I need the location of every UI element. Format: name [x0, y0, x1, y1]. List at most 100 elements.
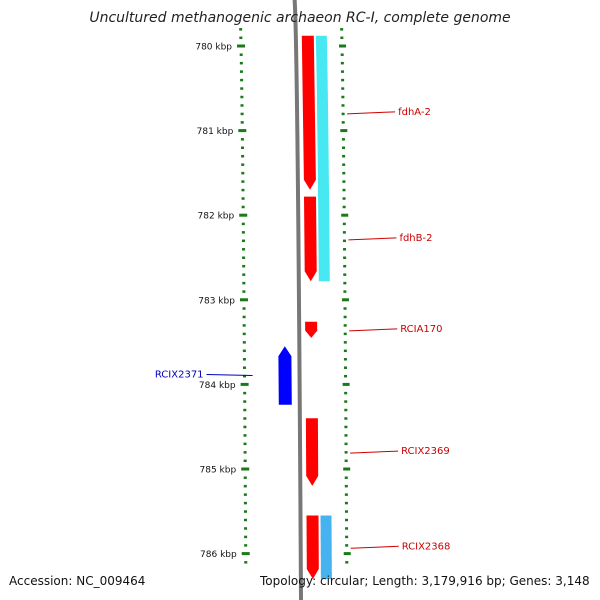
minor-tick [343, 349, 347, 353]
feature-layer [315, 35, 332, 579]
minor-tick [244, 544, 248, 547]
minor-tick [342, 146, 346, 150]
minor-tick [343, 366, 347, 369]
minor-tick [343, 341, 347, 344]
minor-tick [241, 231, 245, 234]
minor-tick [243, 400, 247, 403]
minor-tick [241, 171, 245, 175]
minor-tick [341, 87, 345, 90]
minor-tick [242, 273, 246, 276]
minor-tick [342, 222, 346, 226]
minor-tick [342, 171, 346, 175]
genome-title: Uncultured methanogenic archaeon RC-I, c… [89, 10, 511, 26]
minor-tick [240, 87, 244, 90]
gene-label-fdha-2: fdhA-2 [398, 107, 431, 118]
minor-tick [243, 408, 247, 412]
minor-tick [239, 28, 243, 31]
label-layer: fdhA-2 fdhB-2 RCIA170 RCIX2371 RCIX2369 RCIX2… [155, 107, 451, 552]
minor-tick [344, 501, 348, 505]
minor-tick [242, 324, 246, 327]
minor-tick [243, 510, 247, 513]
topology-info-text: Topology: circular; Length: 3,179,916 bp… [260, 574, 590, 588]
minor-tick [340, 36, 344, 40]
minor-tick [343, 248, 347, 251]
minor-tick [341, 78, 345, 82]
minor-tick [341, 112, 345, 116]
genome-backbone [292, 0, 303, 600]
gene-arrow-fdha-2 [301, 35, 316, 190]
minor-tick [244, 535, 248, 539]
major-tick [239, 298, 248, 302]
minor-tick [345, 561, 349, 564]
minor-tick [344, 417, 348, 420]
minor-tick [239, 36, 243, 40]
minor-tick [243, 493, 247, 496]
minor-tick [343, 358, 347, 361]
minor-tick [242, 264, 246, 268]
major-tick [237, 44, 246, 48]
minor-tick [241, 146, 245, 150]
minor-tick [343, 307, 347, 310]
minor-tick [240, 78, 244, 82]
minor-tick [345, 535, 349, 539]
minor-tick [244, 527, 248, 530]
minor-tick [342, 239, 346, 243]
minor-tick [242, 341, 246, 344]
minor-tick [243, 459, 247, 463]
minor-tick [340, 53, 344, 56]
minor-tick [242, 332, 246, 336]
minor-tick [344, 425, 348, 429]
minor-tick [239, 61, 243, 65]
gene-label-rcix2368: RCIX2368 [402, 541, 451, 552]
minor-tick [340, 70, 344, 73]
tick-label: 781 kbp [197, 127, 234, 137]
minor-tick [341, 104, 345, 107]
gene-arrow-rcix2369 [305, 418, 319, 486]
minor-tick [240, 104, 244, 107]
minor-tick [343, 332, 347, 336]
minor-tick [242, 307, 246, 310]
gene-leader-line [347, 111, 396, 115]
minor-tick [345, 527, 349, 530]
minor-tick [345, 544, 349, 547]
minor-tick [243, 417, 247, 420]
tick-label: 780 kbp [195, 43, 232, 53]
gene-label-rcix2371: RCIX2371 [155, 370, 204, 381]
minor-tick [243, 484, 247, 488]
minor-tick [341, 95, 345, 99]
gene-label-rcia170: RCIA170 [400, 324, 442, 335]
minor-tick [240, 138, 244, 141]
minor-tick [240, 112, 244, 116]
minor-tick [242, 248, 246, 251]
minor-tick [242, 256, 246, 259]
major-tick [238, 129, 247, 133]
minor-tick [243, 442, 247, 446]
gene-label-rcix2369: RCIX2369 [401, 446, 450, 457]
tick-label: 786 kbp [200, 550, 237, 560]
minor-tick [340, 61, 344, 65]
minor-tick [242, 315, 246, 319]
minor-tick [344, 400, 348, 403]
minor-tick [241, 154, 245, 158]
gene-leader-line [349, 328, 398, 332]
minor-tick [243, 374, 247, 378]
minor-tick [340, 28, 344, 31]
minor-tick [239, 53, 243, 56]
minor-tick [244, 518, 248, 522]
minor-tick [343, 324, 347, 327]
minor-tick [343, 273, 347, 276]
minor-tick [244, 561, 248, 564]
tick-label: 782 kbp [198, 212, 235, 222]
feature-band [320, 515, 332, 579]
major-tick [339, 44, 347, 48]
minor-tick [342, 197, 346, 200]
minor-tick [240, 95, 244, 99]
minor-tick [243, 451, 247, 454]
minor-tick [343, 264, 347, 268]
gene-arrow-rcix2371 [278, 346, 292, 405]
major-tick [341, 213, 349, 217]
minor-tick [242, 358, 246, 361]
major-tick [241, 552, 250, 556]
minor-tick [239, 70, 243, 73]
gene-arrow-fdhb-2 [304, 196, 317, 282]
